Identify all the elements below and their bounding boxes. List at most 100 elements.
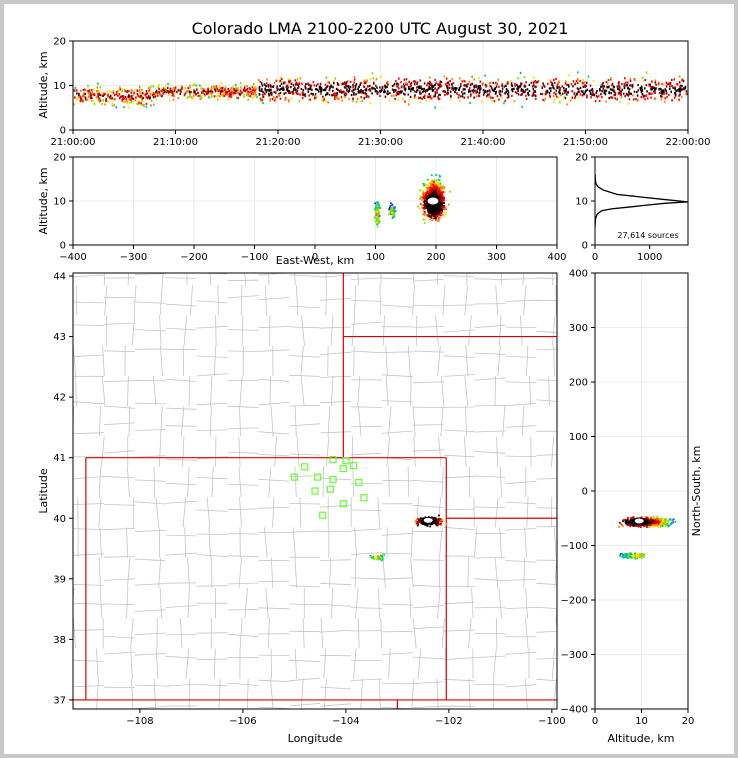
density-cell	[434, 87, 436, 90]
density-cell	[616, 98, 618, 101]
density-cell	[520, 88, 523, 91]
density-cell	[343, 86, 346, 89]
density-cell	[176, 90, 178, 93]
density-cell	[95, 96, 98, 99]
density-cell	[556, 86, 559, 89]
density-cell	[301, 97, 304, 100]
density-cell	[618, 92, 621, 95]
density-cell	[632, 517, 635, 520]
source-cell	[383, 553, 385, 556]
density-cell	[121, 100, 124, 103]
density-cell	[145, 105, 148, 108]
density-cell	[627, 518, 629, 521]
density-cell	[545, 92, 547, 96]
density-cell	[192, 97, 195, 100]
density-cell	[381, 88, 383, 91]
density-cell	[523, 90, 525, 94]
source-cell	[441, 518, 444, 521]
density-cell	[189, 84, 191, 87]
source-cell	[435, 522, 438, 525]
density-cell	[362, 91, 365, 94]
county-line	[206, 273, 221, 709]
density-cell	[534, 94, 537, 97]
density-cell	[471, 82, 473, 85]
density-cell	[564, 80, 567, 83]
density-cell	[391, 203, 394, 206]
density-cell	[684, 87, 687, 90]
density-cell	[273, 90, 275, 94]
density-cell	[408, 80, 410, 83]
density-cell	[556, 95, 558, 98]
density-cell	[642, 96, 645, 99]
density-cell	[112, 97, 115, 100]
density-cell	[654, 519, 657, 521]
density-cell	[551, 83, 553, 86]
density-cell	[223, 92, 226, 95]
density-cell	[392, 94, 395, 97]
density-cell	[665, 85, 668, 88]
density-cell	[404, 100, 406, 103]
density-cell	[426, 191, 429, 193]
density-cell	[429, 97, 432, 100]
density-cell	[632, 523, 635, 526]
density-cell	[625, 92, 628, 95]
density-cell	[469, 84, 472, 87]
density-cell	[305, 83, 307, 86]
station-marker	[355, 478, 363, 487]
density-cell	[532, 92, 535, 95]
density-cell	[277, 94, 280, 97]
density-cell	[155, 93, 157, 96]
density-cell	[626, 554, 628, 557]
source-cell	[438, 520, 440, 522]
density-cell	[421, 198, 424, 201]
density-cell	[375, 204, 377, 207]
source-cell	[421, 521, 424, 523]
density-cell	[369, 89, 372, 92]
density-cell	[377, 207, 380, 210]
density-cell	[604, 93, 607, 96]
density-cell	[459, 99, 461, 102]
density-cell	[271, 93, 273, 96]
density-cell	[424, 94, 426, 97]
density-cell	[379, 215, 381, 217]
density-cell	[589, 84, 592, 87]
density-cell	[391, 210, 393, 213]
density-cell	[516, 92, 518, 95]
density-cell	[183, 87, 186, 90]
density-cell	[364, 79, 367, 82]
density-cell	[188, 95, 191, 98]
density-cell	[299, 77, 302, 80]
density-cell	[241, 91, 243, 94]
density-cell	[419, 196, 422, 198]
density-cell	[484, 89, 486, 92]
density-cell	[363, 85, 366, 88]
density-cell	[376, 203, 379, 206]
density-cell	[620, 96, 623, 99]
density-cell	[596, 96, 599, 99]
density-cell	[640, 553, 642, 555]
map-ytick: 37	[53, 695, 66, 706]
density-cell	[397, 83, 400, 86]
density-cell	[659, 524, 662, 526]
density-cell	[449, 98, 452, 101]
density-cell	[301, 82, 303, 85]
density-cell	[368, 88, 370, 92]
density-cell	[481, 83, 484, 86]
density-cell	[647, 520, 650, 523]
density-cell	[568, 74, 570, 77]
density-cell	[276, 85, 278, 88]
density-cell	[82, 100, 84, 103]
density-cell	[98, 89, 100, 92]
density-cell	[341, 83, 343, 86]
density-cell	[424, 89, 427, 92]
density-cell	[357, 87, 359, 91]
density-cell	[366, 95, 369, 98]
density-cell	[491, 89, 494, 92]
density-cell	[378, 215, 380, 218]
density-cell	[207, 91, 209, 94]
density-cell	[571, 96, 574, 99]
density-cell	[189, 86, 191, 89]
density-cell	[156, 92, 159, 95]
density-cell	[501, 87, 504, 90]
